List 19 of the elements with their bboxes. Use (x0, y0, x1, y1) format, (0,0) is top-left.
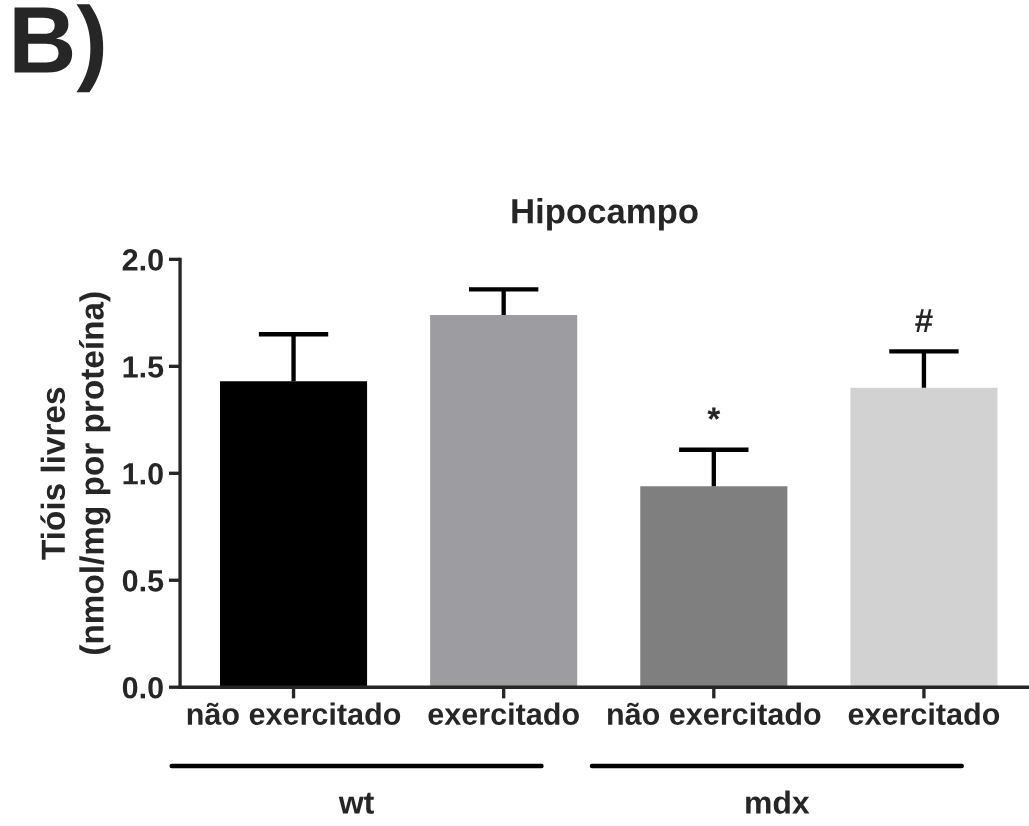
bar (430, 314, 578, 688)
bar (640, 486, 788, 688)
text: B) (14, 4, 104, 93)
x-tick-label: exercitado (428, 702, 579, 725)
y-tick-label: 2.0 (122, 249, 163, 271)
y-tick-label: 1.5 (123, 356, 164, 378)
data-label: * (707, 407, 721, 420)
bar (850, 387, 998, 688)
y-axis-title: Tióis livres (nmol/mg por proteína) (40, 292, 111, 655)
text: wt (338, 792, 374, 814)
x-tick-label: não exercitado (608, 702, 821, 725)
data-label: # (915, 309, 933, 332)
y-tick-label: 1.0 (123, 463, 163, 485)
chart-title: Hipocampo (512, 198, 698, 231)
y-tick-label: 0.5 (122, 570, 164, 592)
y-tick-label: 0.0 (122, 676, 163, 699)
x-tick-label: não exercitado (187, 702, 401, 725)
x-tick-label: exercitado (848, 702, 1000, 725)
text: mdx (746, 790, 810, 814)
